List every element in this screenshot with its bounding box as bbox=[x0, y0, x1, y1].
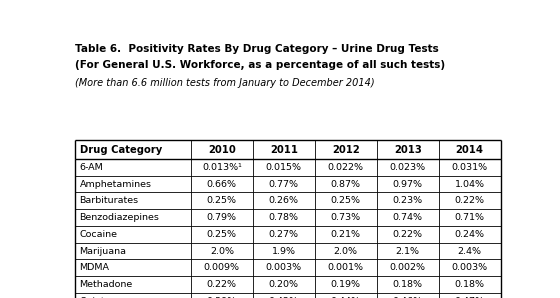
Text: MDMA: MDMA bbox=[80, 263, 110, 272]
Text: 0.66%: 0.66% bbox=[207, 180, 237, 189]
Text: 0.27%: 0.27% bbox=[269, 230, 299, 239]
Text: 0.022%: 0.022% bbox=[328, 163, 363, 172]
Text: 2010: 2010 bbox=[208, 145, 236, 155]
Text: 0.003%: 0.003% bbox=[266, 263, 302, 272]
Text: 2.4%: 2.4% bbox=[458, 247, 482, 256]
Text: 0.031%: 0.031% bbox=[451, 163, 488, 172]
Text: 2014: 2014 bbox=[456, 145, 484, 155]
Text: 6-AM: 6-AM bbox=[80, 163, 103, 172]
Text: 2.0%: 2.0% bbox=[210, 247, 234, 256]
Text: Barbiturates: Barbiturates bbox=[80, 196, 139, 205]
Text: 0.023%: 0.023% bbox=[390, 163, 426, 172]
Text: 0.002%: 0.002% bbox=[390, 263, 426, 272]
Text: Amphetamines: Amphetamines bbox=[80, 180, 152, 189]
Text: 0.21%: 0.21% bbox=[331, 230, 361, 239]
Text: 0.25%: 0.25% bbox=[207, 230, 237, 239]
Text: Drug Category: Drug Category bbox=[80, 145, 162, 155]
Text: Methadone: Methadone bbox=[80, 280, 133, 289]
Text: 0.22%: 0.22% bbox=[207, 280, 237, 289]
Text: (More than 6.6 million tests from January to December 2014): (More than 6.6 million tests from Januar… bbox=[75, 78, 375, 88]
Text: 2013: 2013 bbox=[394, 145, 422, 155]
Text: 0.013%¹: 0.013%¹ bbox=[202, 163, 242, 172]
Text: 0.25%: 0.25% bbox=[207, 196, 237, 205]
Text: 2.0%: 2.0% bbox=[334, 247, 358, 256]
Text: 0.23%: 0.23% bbox=[393, 196, 423, 205]
Text: 0.003%: 0.003% bbox=[451, 263, 488, 272]
Text: 0.18%: 0.18% bbox=[393, 280, 423, 289]
Text: 0.77%: 0.77% bbox=[269, 180, 299, 189]
Text: 0.47%: 0.47% bbox=[455, 297, 484, 298]
Text: Table 6.  Positivity Rates By Drug Category – Urine Drug Tests: Table 6. Positivity Rates By Drug Catego… bbox=[75, 44, 439, 54]
Text: Marijuana: Marijuana bbox=[80, 247, 127, 256]
Text: (For General U.S. Workforce, as a percentage of all such tests): (For General U.S. Workforce, as a percen… bbox=[75, 60, 445, 70]
Text: 0.24%: 0.24% bbox=[455, 230, 484, 239]
Text: 0.20%: 0.20% bbox=[269, 280, 299, 289]
Text: 0.19%: 0.19% bbox=[331, 280, 361, 289]
Text: 2011: 2011 bbox=[270, 145, 298, 155]
Text: 0.97%: 0.97% bbox=[393, 180, 423, 189]
Text: 0.71%: 0.71% bbox=[455, 213, 484, 222]
Text: 0.015%: 0.015% bbox=[266, 163, 302, 172]
Text: 0.22%: 0.22% bbox=[393, 230, 423, 239]
Text: 0.42%: 0.42% bbox=[269, 297, 299, 298]
Text: 0.74%: 0.74% bbox=[393, 213, 423, 222]
Text: 0.46%: 0.46% bbox=[393, 297, 423, 298]
Text: 0.78%: 0.78% bbox=[269, 213, 299, 222]
Text: 1.9%: 1.9% bbox=[272, 247, 296, 256]
Text: 0.18%: 0.18% bbox=[455, 280, 484, 289]
Text: Opiates: Opiates bbox=[80, 297, 116, 298]
Text: Cocaine: Cocaine bbox=[80, 230, 118, 239]
Text: 0.26%: 0.26% bbox=[269, 196, 299, 205]
Text: 0.73%: 0.73% bbox=[330, 213, 361, 222]
Text: 0.44%: 0.44% bbox=[331, 297, 361, 298]
Text: 0.79%: 0.79% bbox=[207, 213, 237, 222]
Text: 2012: 2012 bbox=[332, 145, 360, 155]
Text: 0.39%: 0.39% bbox=[207, 297, 237, 298]
Text: 0.009%: 0.009% bbox=[204, 263, 240, 272]
Text: 0.87%: 0.87% bbox=[331, 180, 361, 189]
Text: 2.1%: 2.1% bbox=[395, 247, 419, 256]
Text: 0.25%: 0.25% bbox=[331, 196, 361, 205]
Text: 0.22%: 0.22% bbox=[455, 196, 484, 205]
Text: 0.001%: 0.001% bbox=[328, 263, 363, 272]
Text: 1.04%: 1.04% bbox=[455, 180, 484, 189]
Text: Benzodiazepines: Benzodiazepines bbox=[80, 213, 160, 222]
